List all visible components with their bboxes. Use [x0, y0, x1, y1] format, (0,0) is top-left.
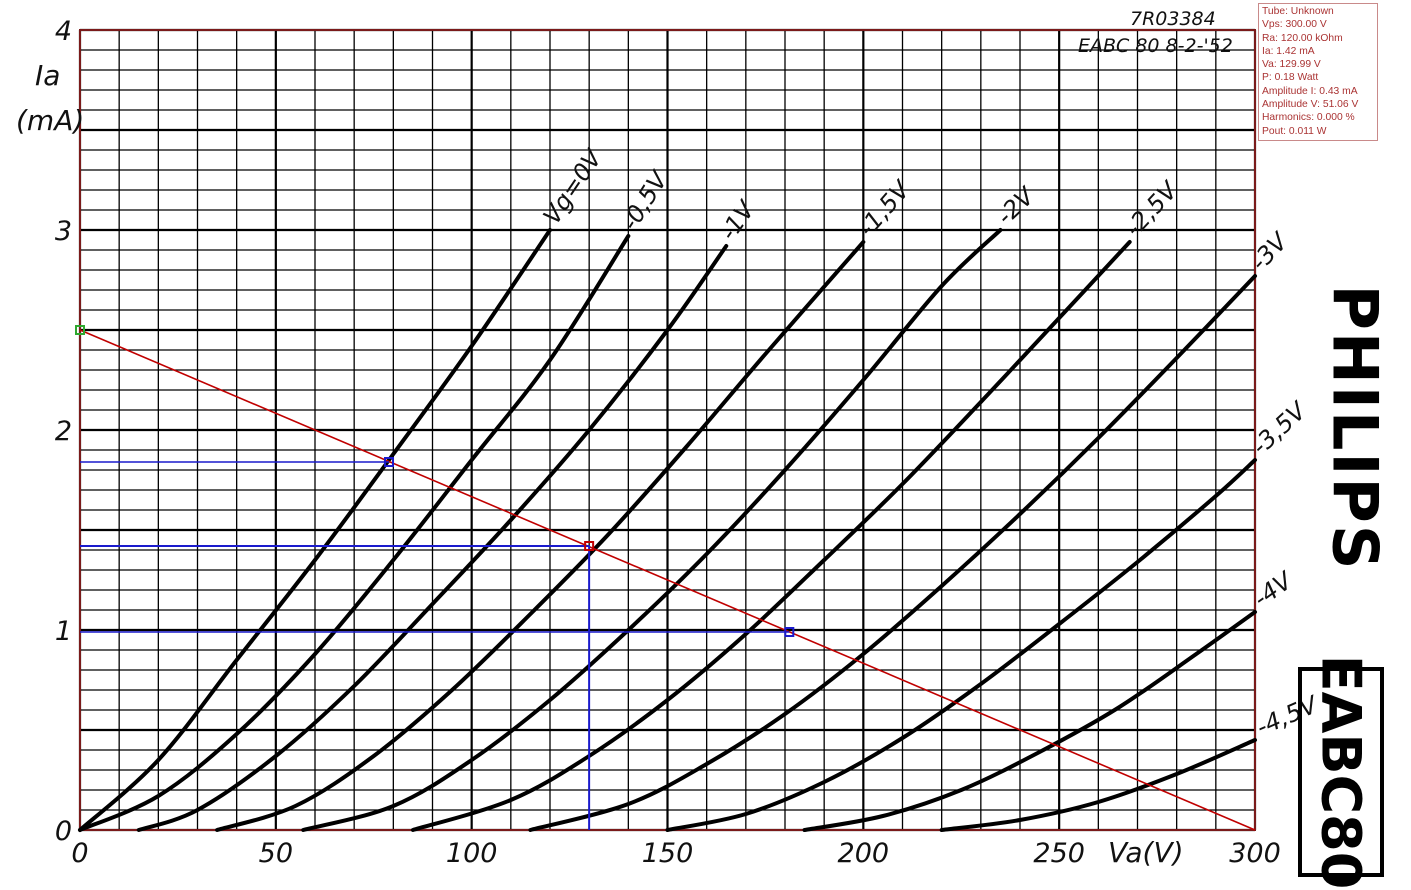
info-vps: Vps: 300.00 V [1262, 19, 1327, 31]
curve-1 [78, 228, 552, 832]
x-tick-label: 300 [1229, 838, 1281, 869]
y-tick-label: 2 [55, 416, 72, 447]
x-tick-label: 200 [838, 838, 890, 869]
curve-6 [410, 240, 1132, 832]
x-axis-title: Va(V) [1108, 836, 1184, 869]
curve-7 [528, 274, 1257, 832]
info-ra: Ra: 120.00 kOhm [1262, 32, 1343, 44]
y-tick-label: 0 [55, 816, 72, 847]
x-tick-label: 100 [446, 838, 498, 869]
curve-labels: Vg=0V -0,5V -1V -1,5V -2V -2,5V-3V-3,5V-4V-4,… [538, 143, 1323, 741]
brand-logo: PHILIPS [1319, 258, 1392, 598]
curve-5 [301, 228, 1003, 832]
info-amplitude-v: Amplitude V: 51.06 V [1262, 99, 1359, 111]
curve-10 [939, 738, 1257, 832]
info-amplitude-i: Amplitude I: 0.43 mA [1262, 85, 1358, 97]
axis-ticks: 0 50 100 150 200 250 300 0 1 2 3 4 [55, 16, 1281, 869]
curve-label-3: -1V [714, 195, 761, 245]
curve-9 [802, 610, 1257, 832]
y-tick-label: 4 [55, 16, 72, 47]
curve-label-6: -2,5V [1120, 176, 1185, 243]
info-harmonics: Harmonics: 0.000 % [1262, 112, 1355, 124]
info-tube: Tube: Unknown [1262, 6, 1334, 17]
x-tick-label: 50 [259, 838, 293, 869]
x-tick-label: 250 [1033, 838, 1085, 869]
operating-point-marker [584, 541, 595, 551]
load-line [79, 329, 1256, 831]
curve-label-5: -2V [991, 181, 1041, 230]
x-tick-label: 150 [642, 838, 694, 869]
y-tick-label: 1 [55, 616, 72, 647]
curve-family [78, 228, 1257, 832]
info-power: P: 0.18 Watt [1262, 72, 1319, 84]
brand-text: PHILIPS [1318, 284, 1392, 572]
curve-2 [78, 234, 631, 832]
load-line-start-marker [75, 325, 85, 335]
curve-3 [136, 244, 729, 832]
tube-model-text: EABC80 [1309, 654, 1373, 890]
swing-point-marker-1 [384, 457, 395, 467]
grid [78, 28, 1257, 832]
curve-label-2: -0,5V [616, 165, 674, 235]
curve-4 [215, 240, 866, 832]
swing-point-marker-2 [784, 627, 795, 637]
operating-point-info-panel: Tube: Unknown Vps: 300.00 V Ra: 120.00 k… [1258, 3, 1378, 141]
curve-label-8: -3,5V [1246, 396, 1313, 460]
y-axis-symbol: Ia [35, 59, 60, 92]
load-line-overlay [75, 325, 1256, 831]
sheet-code: 7R03384 [1130, 8, 1216, 30]
curve-8 [665, 458, 1257, 832]
curve-label-1: Vg=0V [538, 143, 609, 229]
info-pout: Pout: 0.011 W [1262, 125, 1327, 137]
info-ia: Ia: 1.42 mA [1262, 45, 1315, 57]
x-tick-label: 0 [71, 838, 88, 869]
sheet-subtitle: EABC 80 8-2-'52 [1078, 35, 1233, 57]
info-va: Va: 129.99 V [1262, 59, 1321, 71]
y-axis-unit: (mA) [16, 104, 84, 137]
curve-label-7: -3V [1245, 226, 1294, 276]
y-tick-label: 3 [55, 216, 72, 247]
tube-model-box: EABC80 [1298, 655, 1384, 889]
